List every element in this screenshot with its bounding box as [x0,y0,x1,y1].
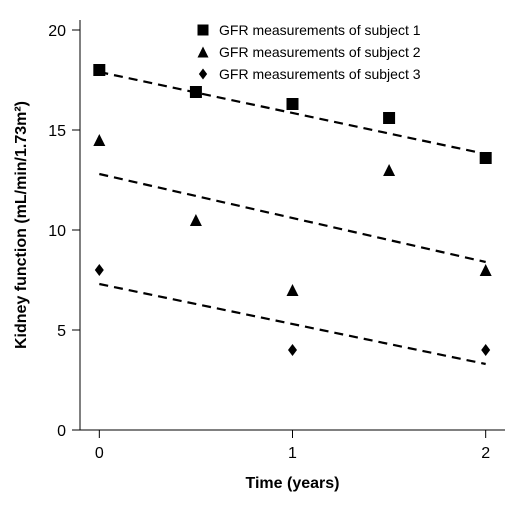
legend-label-subject2: GFR measurements of subject 2 [219,44,421,60]
gfr-chart: 0 1 2 Time (years) 0 5 10 15 20 Kidney function (… [0,0,520,512]
x-axis-title: Time (years) [246,475,340,492]
x-tick-label: 0 [95,445,104,462]
chart-svg: 0 1 2 Time (years) 0 5 10 15 20 Kidney function (… [0,0,520,512]
y-tick-label: 10 [48,223,66,240]
y-tick-label: 15 [48,123,66,140]
y-tick-label: 20 [48,23,66,40]
y-tick-label: 0 [57,423,66,440]
legend-label-subject3: GFR measurements of subject 3 [219,66,421,82]
y-axis-title: Kidney function (mL/min/1.73m²) [13,101,30,349]
x-tick-label: 2 [481,445,490,462]
y-tick-label: 5 [57,323,66,340]
x-tick-label: 1 [288,445,297,462]
legend-label-subject1: GFR measurements of subject 1 [219,22,421,38]
